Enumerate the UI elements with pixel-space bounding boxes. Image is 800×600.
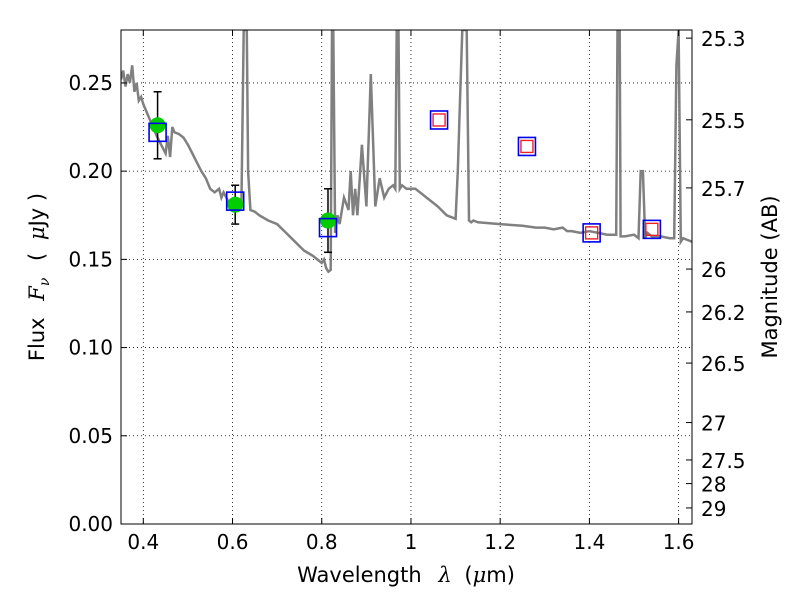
magnitude-tick-label: 26.5	[701, 352, 746, 376]
x-tick-label: 1.4	[573, 530, 605, 554]
x-tick-label: 1.2	[484, 530, 516, 554]
predicted-band-square	[645, 222, 659, 237]
x-tick-labels: 0.4 0.6 0.8 1 1.2 1.4 1.6	[127, 530, 694, 554]
measured-photometry-points	[149, 117, 336, 229]
magnitude-tick-label: 27.5	[701, 449, 746, 473]
y-tick-label: 0.05	[68, 424, 113, 448]
model-band-square	[517, 136, 537, 157]
x-axis-label: Wavelength λ (μm)	[297, 563, 515, 587]
grid-lines	[121, 30, 692, 524]
model-spectrum-line	[121, 30, 692, 274]
magnitude-tick-label: 25.7	[701, 177, 746, 201]
model-band-square	[225, 191, 245, 211]
model-band-square	[148, 122, 167, 143]
x-tick-label: 1.6	[663, 530, 695, 554]
model-band-square	[429, 110, 449, 130]
measured-point	[227, 196, 244, 213]
predicted-band-square	[432, 113, 446, 127]
magnitude-tick-label: 27	[701, 412, 726, 436]
y-tick-label: 0.20	[68, 159, 113, 183]
model-band-squares	[148, 110, 662, 243]
model-band-square	[642, 219, 662, 240]
x-tick-label: 0.6	[217, 530, 249, 554]
magnitude-tick-label: 28	[701, 473, 726, 497]
x-tick-label: 1	[405, 530, 418, 554]
magnitude-tick-label: 25.5	[701, 109, 746, 133]
y-tick-labels: 0.00 0.05 0.10 0.15 0.20 0.25	[68, 71, 113, 536]
y-axis-label: Flux Fν ( μJy )	[25, 193, 54, 361]
magnitude-tick-label: 26	[701, 258, 726, 282]
y-tick-label: 0.10	[68, 336, 113, 360]
x-tick-label: 0.8	[306, 530, 338, 554]
axis-ticks	[121, 30, 692, 525]
measured-point	[319, 212, 336, 229]
magnitude-tick-label: 29	[701, 497, 726, 521]
model-band-square	[318, 217, 338, 238]
predicted-band-square	[520, 139, 534, 154]
measured-point	[149, 117, 166, 134]
predicted-band-square	[584, 226, 599, 240]
plot-frame	[120, 29, 693, 525]
y-tick-label: 0.00	[68, 512, 113, 536]
predicted-band-squares	[432, 113, 659, 240]
y-tick-label: 0.15	[68, 247, 113, 271]
magnitude-tick-label: 26.2	[701, 301, 746, 325]
magnitude-axis-label: Magnitude (AB)	[758, 195, 782, 358]
x-tick-label: 0.4	[127, 530, 159, 554]
model-band-square	[582, 223, 601, 243]
magnitude-tick-label: 25.3	[701, 27, 746, 51]
y-tick-label: 0.25	[68, 71, 113, 95]
